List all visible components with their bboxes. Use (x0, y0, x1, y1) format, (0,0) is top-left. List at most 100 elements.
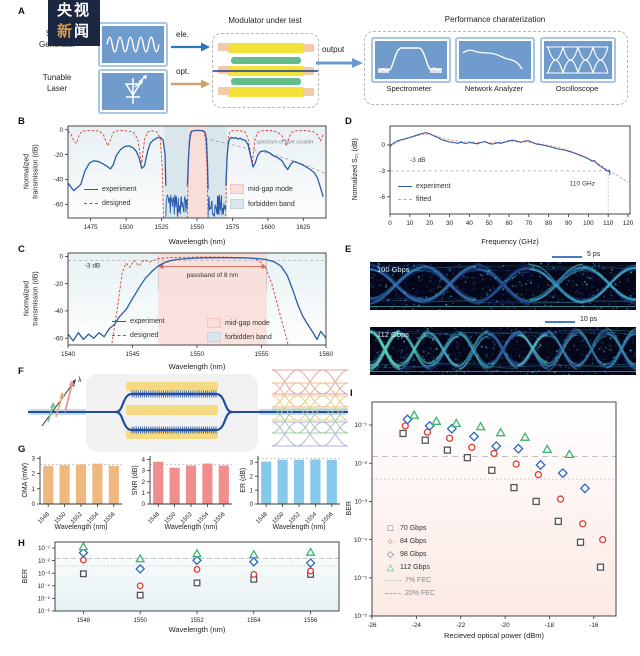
svg-text:3: 3 (250, 460, 254, 466)
panel-g-label: G (18, 444, 26, 455)
svg-text:1475: 1475 (84, 224, 99, 231)
designed-line-swatch (112, 335, 126, 336)
legend-b-designed: designed (84, 200, 130, 207)
performance-box (364, 31, 628, 105)
svg-text:10⁻⁶: 10⁻⁶ (38, 608, 51, 615)
snr-ylabel: SNR (dB) (131, 465, 139, 496)
svg-text:110 GHz: 110 GHz (570, 181, 595, 188)
svg-text:4: 4 (142, 458, 146, 464)
svg-text:0: 0 (388, 220, 392, 227)
experiment-line-swatch (112, 321, 126, 322)
mzi-modulator-schematic: λ (28, 369, 349, 452)
panel-a-label: A (18, 6, 25, 17)
panel-d-label: D (345, 116, 352, 127)
svg-text:-60: -60 (54, 335, 64, 342)
svg-text:1552: 1552 (190, 618, 204, 624)
legend-d-fitted: fitted (398, 196, 431, 203)
spectrometer-icon (378, 47, 442, 73)
legend-i-98gbps: ◇ 98 Gbps (385, 550, 426, 559)
svg-text:-60: -60 (54, 202, 64, 209)
instrument-label-oscilloscope: Oscilloscope (555, 84, 599, 93)
svg-text:2: 2 (250, 474, 254, 480)
legend-i-20fec: 20% FEC (385, 590, 435, 597)
panel-i-ylabel: BER (345, 501, 353, 516)
scale-label-10ps: 10 ps (580, 316, 598, 323)
eye-diagram-112gbps: 112 Gbps (369, 326, 637, 376)
ele-arrow-icon (171, 42, 210, 52)
svg-text:2: 2 (142, 480, 146, 486)
square-marker-icon: □ (387, 523, 394, 533)
svg-text:-22: -22 (456, 622, 466, 629)
svg-text:3: 3 (32, 456, 36, 462)
panel-h-chart: 1548 1550 1552 1554 1556 10⁻¹ 10⁻² 10⁻³ 10⁻⁴ 10⁻⁵… (38, 541, 340, 624)
svg-text:50: 50 (486, 220, 494, 227)
svg-text:-3 dB: -3 dB (410, 157, 426, 164)
cctv-news-watermark: 央视 新闻 (48, 0, 100, 46)
svg-text:-20: -20 (54, 152, 64, 159)
svg-text:1600: 1600 (261, 224, 276, 231)
midgap-swatch (207, 318, 221, 328)
svg-text:1550: 1550 (134, 618, 148, 624)
panel-c-chart: -3 dB passband of 8 nm 1540 1545 1550 1555 156… (54, 252, 333, 358)
panel-d-xlabel: Frequency (GHz) (481, 237, 539, 246)
er-xlabel: Wavelength (nm) (272, 524, 326, 531)
legend-c-midgap: mid-gap mode (207, 318, 270, 328)
panel-h-ylabel: BER (21, 569, 29, 584)
forbidden-swatch (230, 199, 244, 209)
svg-text:spectrum of fiber coupler: spectrum of fiber coupler (256, 139, 313, 145)
legend-b-forbidden: forbidden band (230, 199, 295, 209)
svg-text:-40: -40 (54, 308, 64, 315)
forbidden-swatch (207, 332, 221, 342)
svg-text:40: 40 (466, 220, 474, 227)
svg-text:0: 0 (142, 502, 146, 508)
modulator-under-test-box (212, 33, 319, 108)
panel-d-chart: -3 dB 110 GHz 0 10 20 30 40 50 60 70 80 90 100 110 120… (379, 125, 634, 227)
triangle-marker-icon: △ (387, 562, 394, 572)
svg-text:10⁻⁴: 10⁻⁴ (354, 537, 367, 544)
panel-i-xlabel: Recieved optical power (dBm) (443, 631, 545, 640)
eye-diagram-100gbps: 100 Gbps (369, 261, 638, 311)
svg-text:10: 10 (406, 220, 414, 227)
svg-text:60: 60 (506, 220, 514, 227)
svg-text:1555: 1555 (254, 351, 269, 358)
modulator-chip-icon (213, 43, 318, 97)
svg-text:1550: 1550 (190, 224, 205, 231)
svg-text:-3: -3 (379, 168, 385, 175)
svg-text:10⁻⁶: 10⁻⁶ (354, 613, 367, 620)
eye-diagram-100gbps-image (369, 261, 638, 311)
svg-text:70: 70 (525, 220, 533, 227)
svg-text:1554: 1554 (247, 618, 261, 624)
svg-text:10⁻³: 10⁻³ (38, 571, 50, 577)
scale-bar-5ps (552, 256, 582, 258)
legend-c-experiment: experiment (112, 318, 165, 325)
svg-text:-20: -20 (501, 622, 511, 629)
sine-wave-icon (106, 36, 160, 53)
svg-text:10⁻¹: 10⁻¹ (38, 546, 50, 552)
svg-text:110: 110 (603, 220, 614, 227)
eye-label-100gbps: 100 Gbps (377, 265, 410, 274)
panel-c-xlabel: Wavelength (nm) (168, 362, 226, 371)
svg-text:0: 0 (59, 254, 63, 261)
svg-text:10⁻²: 10⁻² (355, 460, 367, 467)
svg-text:90: 90 (565, 220, 573, 227)
circle-marker-icon: ○ (387, 536, 394, 546)
panel-b-chart: spectrum of fiber coupler 1475 1500 1525 155… (54, 125, 327, 231)
svg-text:1550: 1550 (190, 351, 205, 358)
svg-text:30: 30 (446, 220, 454, 227)
tunable-laser-label: Tunable Laser (42, 73, 72, 93)
panel-e-label: E (345, 244, 352, 255)
eye-label-112gbps: 112 Gbps (377, 330, 409, 339)
svg-text:1625: 1625 (296, 224, 311, 231)
oma-ylabel: OMA (mW) (21, 462, 29, 498)
laser-diode-icon (124, 75, 147, 104)
legend-c-designed: designed (112, 332, 158, 339)
svg-text:1: 1 (32, 487, 36, 493)
svg-text:-40: -40 (54, 177, 64, 184)
svg-text:120: 120 (623, 220, 634, 227)
svg-text:λ: λ (78, 377, 82, 384)
panel-h-label: H (18, 538, 25, 549)
svg-text:1: 1 (142, 491, 146, 497)
